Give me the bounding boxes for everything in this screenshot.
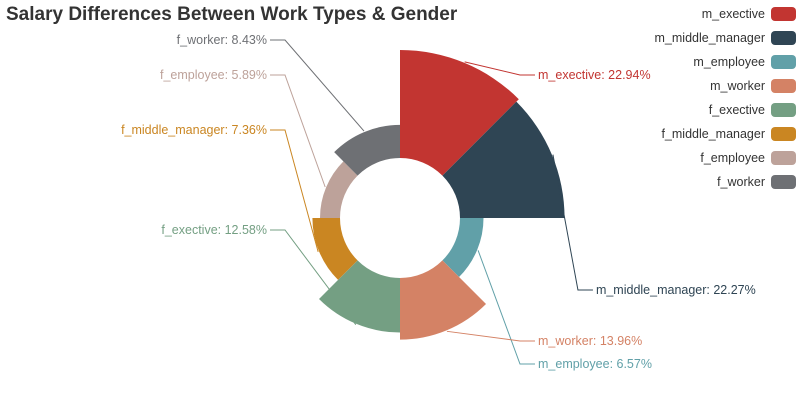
leader-line-m-employee	[477, 250, 535, 365]
legend-label: m_worker	[710, 79, 765, 93]
legend-swatch	[771, 79, 796, 93]
legend-swatch	[771, 31, 796, 45]
slice-label-m-exective: m_exective: 22.94%	[538, 68, 651, 82]
legend-swatch	[771, 127, 796, 141]
leader-line-f-employee	[270, 74, 326, 188]
leader-line-f-middle-manager	[270, 129, 319, 253]
legend-label: m_employee	[693, 55, 765, 69]
slice-f-employee[interactable]	[320, 161, 358, 218]
leader-line-f-exective	[270, 229, 357, 326]
slice-f-worker[interactable]	[334, 124, 400, 176]
legend-swatch	[771, 175, 796, 189]
slice-label-m-employee: m_employee: 6.57%	[538, 357, 652, 371]
leader-line-m-worker	[446, 330, 535, 342]
legend-label: m_middle_manager	[654, 31, 765, 45]
legend-swatch	[771, 7, 796, 21]
leader-line-m-middle-manager	[552, 154, 593, 291]
slice-label-f-worker: f_worker: 8.43%	[177, 33, 267, 47]
slice-m-middle-manager[interactable]	[442, 101, 565, 218]
slice-m-worker[interactable]	[400, 260, 487, 340]
legend-item-f-middle-manager[interactable]: f_middle_manager	[596, 122, 796, 146]
legend-item-f-exective[interactable]: f_exective	[596, 98, 796, 122]
legend-item-f-worker[interactable]: f_worker	[596, 170, 796, 194]
legend-label: m_exective	[701, 7, 765, 21]
slice-label-m-middle-manager: m_middle_manager: 22.27%	[596, 283, 756, 297]
slice-m-exective[interactable]	[400, 50, 519, 176]
slice-label-f-middle-manager: f_middle_manager: 7.36%	[121, 123, 267, 137]
legend-item-m-middle-manager[interactable]: m_middle_manager	[596, 26, 796, 50]
legend-swatch	[771, 103, 796, 117]
legend-label: f_employee	[700, 151, 765, 165]
legend: m_exective m_middle_manager m_employee m_wo…	[596, 2, 796, 194]
slice-f-middle-manager[interactable]	[312, 218, 358, 280]
legend-swatch	[771, 55, 796, 69]
legend-item-m-employee[interactable]: m_employee	[596, 50, 796, 74]
leader-line-f-worker	[270, 39, 365, 132]
slice-label-f-exective: f_exective: 12.58%	[161, 223, 267, 237]
slice-m-employee[interactable]	[442, 218, 484, 278]
slice-f-exective[interactable]	[319, 260, 400, 333]
legend-item-f-employee[interactable]: f_employee	[596, 146, 796, 170]
chart-title: Salary Differences Between Work Types & …	[6, 4, 458, 25]
slice-label-m-worker: m_worker: 13.96%	[538, 334, 642, 348]
legend-label: f_middle_manager	[661, 127, 765, 141]
legend-label: f_exective	[708, 103, 765, 117]
slice-label-f-employee: f_employee: 5.89%	[160, 68, 267, 82]
legend-label: f_worker	[717, 175, 765, 189]
leader-line-m-exective	[464, 61, 535, 76]
legend-item-m-exective[interactable]: m_exective	[596, 2, 796, 26]
legend-swatch	[771, 151, 796, 165]
legend-item-m-worker[interactable]: m_worker	[596, 74, 796, 98]
